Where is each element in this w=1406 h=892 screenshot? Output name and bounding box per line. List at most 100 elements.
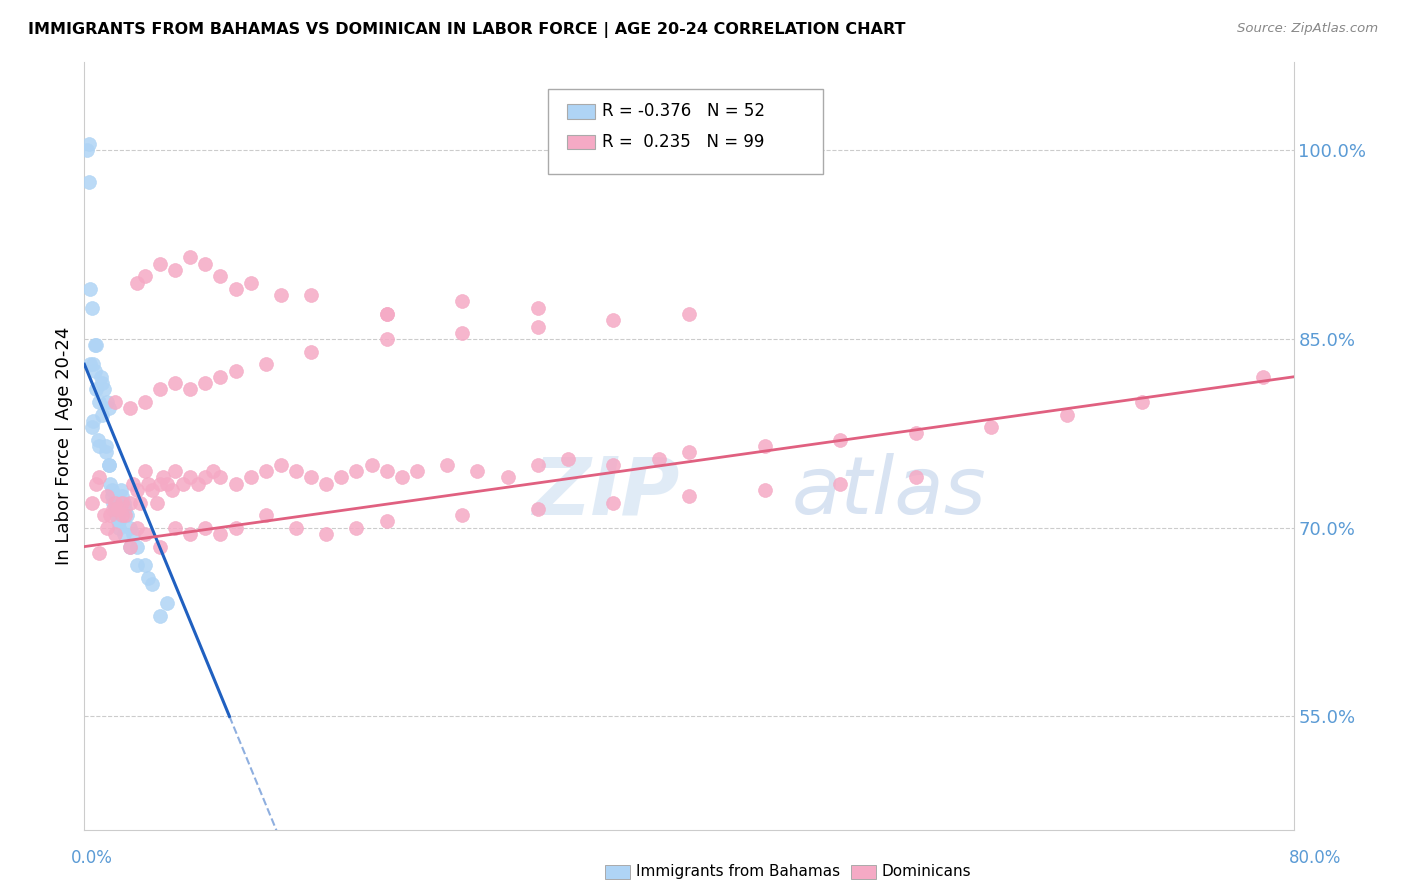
Point — [134, 269, 156, 284]
Point — [104, 527, 127, 541]
Point — [118, 401, 141, 416]
Point — [904, 426, 927, 441]
Point — [160, 483, 183, 497]
Point — [77, 137, 100, 152]
Point — [112, 527, 135, 541]
Point — [165, 464, 187, 478]
Point — [96, 489, 118, 503]
Point — [830, 433, 852, 447]
Point — [602, 313, 624, 327]
Point — [254, 464, 277, 478]
Point — [165, 376, 187, 391]
Point — [101, 495, 124, 509]
Point — [91, 376, 114, 391]
Point — [315, 527, 337, 541]
Point — [79, 282, 101, 296]
Point — [100, 489, 122, 503]
Point — [239, 276, 262, 290]
Point — [82, 414, 104, 428]
Point — [80, 301, 103, 315]
Point — [194, 257, 217, 271]
Point — [375, 515, 398, 529]
Point — [225, 363, 247, 377]
Point — [129, 495, 152, 509]
Point — [980, 420, 1002, 434]
Point — [179, 383, 201, 397]
Point — [194, 521, 217, 535]
Point — [149, 476, 172, 491]
Point — [104, 501, 127, 516]
Point — [602, 495, 624, 509]
Point — [165, 521, 187, 535]
Point — [134, 558, 156, 573]
Point — [375, 307, 398, 321]
Point — [121, 527, 143, 541]
Point — [118, 495, 141, 509]
Point — [172, 476, 194, 491]
Point — [118, 521, 141, 535]
Point — [134, 395, 156, 409]
Point — [97, 458, 120, 472]
Point — [187, 476, 209, 491]
Point — [115, 508, 138, 523]
Point — [111, 489, 134, 503]
Point — [82, 357, 104, 371]
Point — [86, 338, 108, 352]
Point — [451, 294, 474, 309]
Point — [678, 307, 700, 321]
Point — [375, 464, 398, 478]
Point — [80, 495, 103, 509]
Point — [114, 508, 136, 523]
Point — [209, 269, 232, 284]
Point — [527, 319, 550, 334]
Point — [754, 439, 776, 453]
Point — [84, 363, 107, 377]
Point — [179, 470, 201, 484]
Point — [94, 445, 117, 459]
Point — [904, 470, 927, 484]
Point — [87, 433, 110, 447]
Point — [201, 464, 224, 478]
Point — [127, 540, 149, 554]
Point — [149, 540, 172, 554]
Point — [330, 470, 353, 484]
Point — [107, 515, 129, 529]
Point — [146, 495, 169, 509]
Point — [467, 464, 489, 478]
Point — [149, 383, 172, 397]
Point — [127, 276, 149, 290]
Point — [136, 571, 159, 585]
Point — [179, 527, 201, 541]
Point — [254, 357, 277, 371]
Point — [127, 521, 149, 535]
Point — [436, 458, 458, 472]
Point — [299, 288, 322, 302]
Point — [270, 288, 292, 302]
Text: R =  0.235   N = 99: R = 0.235 N = 99 — [602, 133, 763, 151]
Text: IMMIGRANTS FROM BAHAMAS VS DOMINICAN IN LABOR FORCE | AGE 20-24 CORRELATION CHAR: IMMIGRANTS FROM BAHAMAS VS DOMINICAN IN … — [28, 22, 905, 38]
Point — [90, 369, 112, 384]
Point — [375, 332, 398, 346]
Point — [299, 344, 322, 359]
Point — [179, 251, 201, 265]
Point — [830, 476, 852, 491]
Point — [79, 357, 101, 371]
Point — [149, 257, 172, 271]
Point — [346, 464, 368, 478]
Point — [346, 521, 368, 535]
Point — [108, 521, 131, 535]
Point — [98, 476, 121, 491]
Point — [754, 483, 776, 497]
Point — [104, 495, 127, 509]
Point — [602, 458, 624, 472]
Point — [114, 501, 136, 516]
Point — [152, 470, 174, 484]
Point — [134, 527, 156, 541]
Point — [86, 383, 108, 397]
Point — [77, 175, 100, 189]
Point — [101, 501, 124, 516]
Point — [89, 546, 111, 560]
Text: R = -0.376   N = 52: R = -0.376 N = 52 — [602, 103, 765, 120]
Text: Source: ZipAtlas.com: Source: ZipAtlas.com — [1237, 22, 1378, 36]
Point — [678, 445, 700, 459]
